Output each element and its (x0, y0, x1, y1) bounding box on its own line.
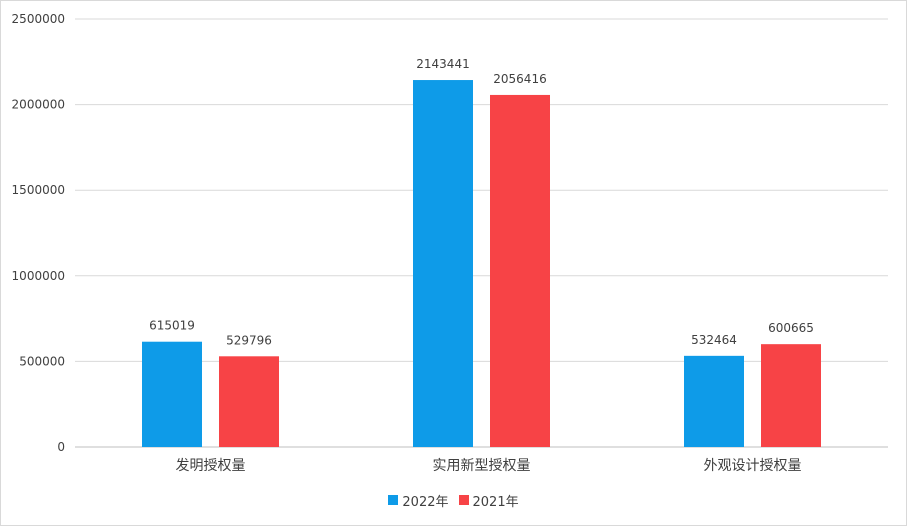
data-label: 532464 (691, 333, 737, 347)
data-label: 2056416 (493, 72, 546, 86)
x-category-label: 发明授权量 (176, 458, 246, 474)
legend-label-2021: 2021年 (472, 494, 519, 510)
x-category-label: 实用新型授权量 (433, 458, 531, 474)
bar (761, 344, 821, 447)
legend: 2022年 2021年 (0, 490, 907, 510)
bar (413, 80, 473, 447)
y-tick-label: 0 (57, 440, 65, 454)
bar (219, 356, 279, 447)
data-label: 600665 (768, 321, 814, 335)
data-label: 2143441 (416, 57, 469, 71)
y-tick-label: 2500000 (12, 12, 65, 26)
y-tick-label: 500000 (19, 354, 65, 368)
data-label: 529796 (226, 333, 272, 347)
legend-item-2021: 2021年 (458, 491, 519, 510)
y-tick-label: 1000000 (12, 269, 65, 283)
y-tick-label: 1500000 (12, 183, 65, 197)
legend-item-2022: 2022年 (388, 491, 449, 510)
bar (684, 355, 744, 447)
bar (490, 94, 550, 447)
x-category-label: 外观设计授权量 (704, 458, 802, 474)
y-tick-label: 2000000 (12, 98, 65, 112)
legend-swatch-2021 (458, 495, 469, 505)
legend-swatch-2022 (388, 495, 399, 505)
legend-label-2022: 2022年 (402, 494, 449, 510)
bar (142, 341, 202, 447)
data-label: 615019 (149, 319, 195, 333)
